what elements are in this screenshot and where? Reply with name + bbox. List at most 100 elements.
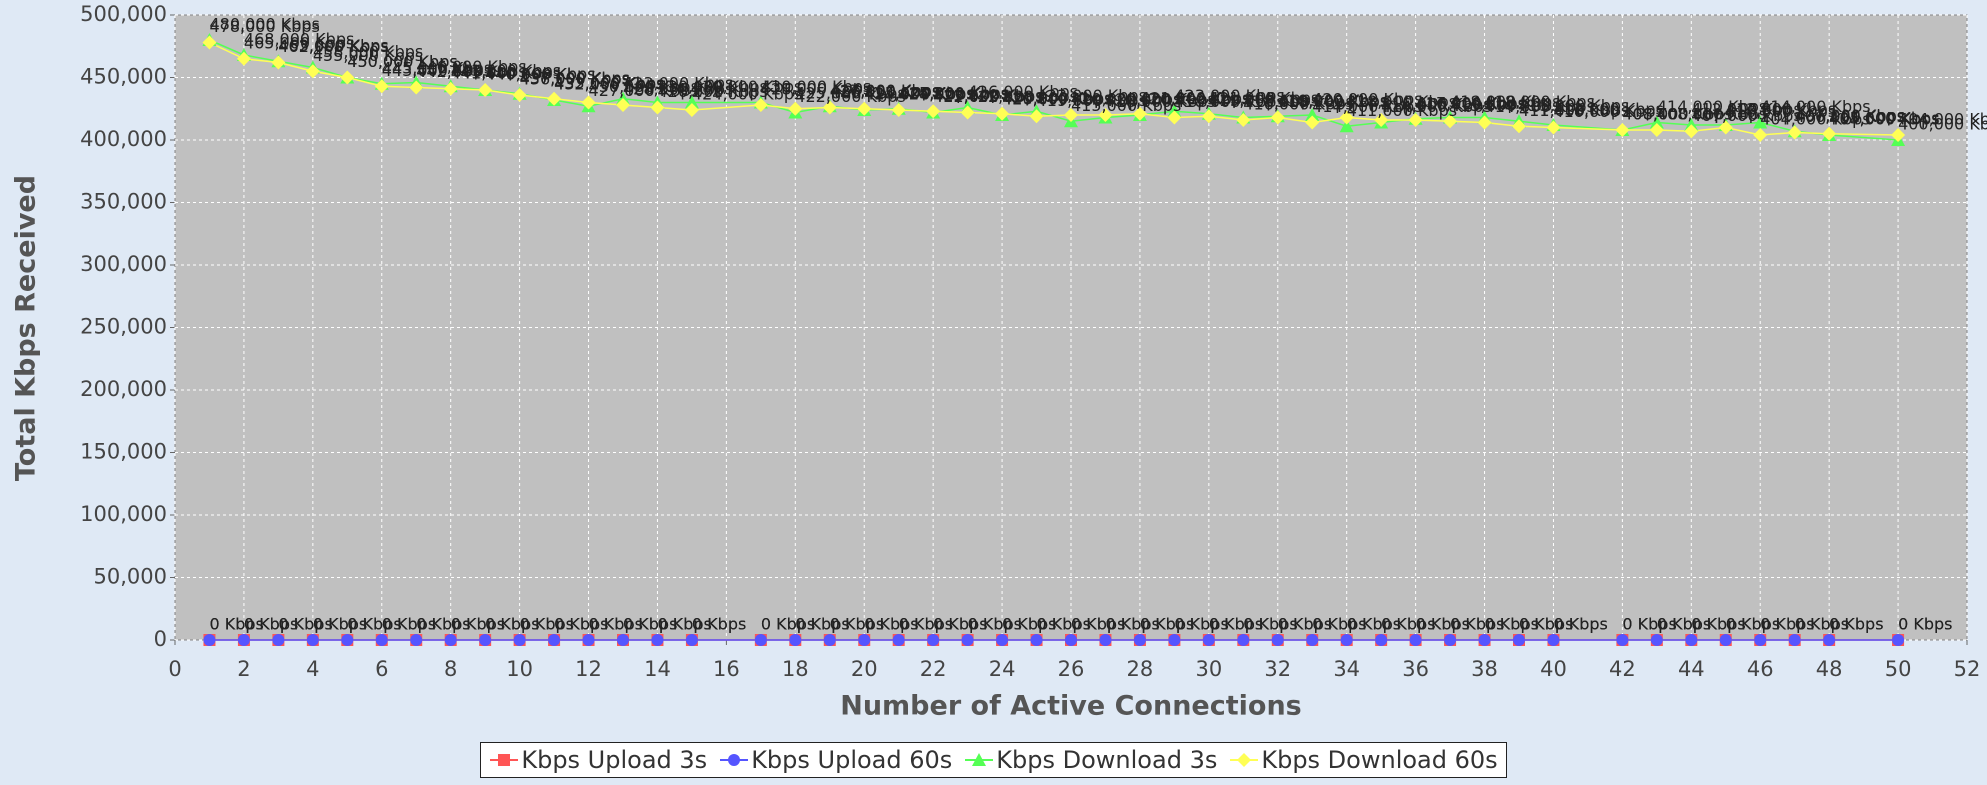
marker xyxy=(1512,119,1526,134)
marker xyxy=(1649,115,1664,129)
marker xyxy=(1823,634,1836,646)
marker xyxy=(789,634,802,646)
data-label: 0 Kbps xyxy=(1622,615,1676,634)
data-label: 430,000 Kbps xyxy=(692,77,802,96)
data-label: 0 Kbps xyxy=(968,615,1022,634)
x-tick-label: 0 xyxy=(168,657,181,681)
marker xyxy=(1684,124,1699,139)
data-label: 420,000 Kbps xyxy=(1071,90,1181,109)
data-label: 0 Kbps xyxy=(1898,615,1952,634)
x-tick-label: 22 xyxy=(920,657,947,681)
marker xyxy=(1443,114,1458,129)
marker xyxy=(1408,113,1423,127)
legend-item: Kbps Upload 3s xyxy=(489,746,707,774)
x-tick-label: 4 xyxy=(306,657,319,681)
marker xyxy=(1718,120,1733,135)
data-label: 433,000 Kbps xyxy=(623,73,733,92)
data-label: 412,000 Kbps xyxy=(1691,100,1801,119)
x-tick-label: 14 xyxy=(644,657,671,681)
data-label: 0 Kbps xyxy=(485,615,539,634)
data-label: 0 Kbps xyxy=(1657,615,1711,634)
data-label: 0 Kbps xyxy=(1829,615,1883,634)
marker xyxy=(1064,108,1078,122)
data-label: 0 Kbps xyxy=(692,615,746,634)
data-label: 0 Kbps xyxy=(278,615,332,634)
legend-box: Kbps Upload 3s Kbps Upload 60s Kbps Downlo… xyxy=(480,742,1507,778)
data-label: 0 Kbps xyxy=(1691,615,1745,634)
marker xyxy=(1271,634,1284,646)
data-label: 440,000 Kbps xyxy=(485,65,595,84)
y-tick-label: 500,000 xyxy=(80,2,167,26)
data-label: 414,000 Kbps xyxy=(1657,97,1767,116)
data-label: 426,000 Kbps xyxy=(657,82,767,101)
marker xyxy=(1547,634,1560,646)
data-label: 0 Kbps xyxy=(1622,615,1676,634)
legend-label: Kbps Download 60s xyxy=(1261,746,1498,774)
x-tick-label: 42 xyxy=(1609,657,1636,681)
data-label: 446,000 Kbps xyxy=(416,57,526,76)
data-label: 420,000 Kbps xyxy=(1002,90,1112,109)
y-tick-label: 150,000 xyxy=(80,440,167,464)
marker xyxy=(1030,634,1043,646)
chart: Number of Active Connections Total Kbps … xyxy=(11,2,1987,722)
marker xyxy=(1133,634,1146,646)
marker xyxy=(753,98,768,112)
marker xyxy=(685,634,698,646)
data-label: 0 Kbps xyxy=(864,615,918,634)
data-label: 0 Kbps xyxy=(1002,615,1056,634)
marker xyxy=(1787,125,1802,140)
marker xyxy=(581,95,596,110)
data-label: 421,000 Kbps xyxy=(1002,88,1112,107)
data-label: 419,000 Kbps xyxy=(1209,91,1319,110)
data-label: 0 Kbps xyxy=(1519,615,1573,634)
marker xyxy=(1270,110,1285,125)
legend-item: Kbps Download 60s xyxy=(1229,746,1498,774)
data-label: 0 Kbps xyxy=(1312,615,1366,634)
x-tick-label: 52 xyxy=(1954,657,1981,681)
marker xyxy=(444,634,457,646)
marker xyxy=(202,35,217,50)
data-label: 400,000 Kbps xyxy=(1898,115,1987,134)
legend-icon xyxy=(965,753,994,766)
marker xyxy=(728,754,741,766)
data-label: 0 Kbps xyxy=(1347,615,1401,634)
marker xyxy=(1788,634,1801,646)
y-tick-label: 350,000 xyxy=(80,190,167,214)
y-tick-label: 450,000 xyxy=(80,65,167,89)
data-label: 414,000 Kbps xyxy=(1312,97,1422,116)
x-tick-label: 2 xyxy=(237,657,250,681)
data-label: 418,000 Kbps xyxy=(1347,92,1457,111)
marker xyxy=(1237,753,1252,767)
data-label: 0 Kbps xyxy=(589,615,643,634)
data-label: 462,000 Kbps xyxy=(278,37,388,56)
legend-icon xyxy=(490,754,519,766)
data-label: 423,000 Kbps xyxy=(1174,86,1284,105)
y-tick-label: 50,000 xyxy=(94,565,167,589)
data-label: 0 Kbps xyxy=(1105,615,1159,634)
marker xyxy=(754,634,767,646)
data-label: 424,000 Kbps xyxy=(864,85,974,104)
data-label: 433,000 Kbps xyxy=(554,73,664,92)
data-label: 0 Kbps xyxy=(416,615,470,634)
y-tick-label: 200,000 xyxy=(80,377,167,401)
x-tick-label: 8 xyxy=(444,657,457,681)
data-label: 0 Kbps xyxy=(1105,615,1159,634)
marker xyxy=(1649,123,1664,137)
data-label: 0 Kbps xyxy=(554,615,608,634)
marker xyxy=(1375,634,1388,646)
marker xyxy=(1339,119,1354,133)
marker xyxy=(616,98,630,112)
data-label: 427,000 Kbps xyxy=(830,81,940,100)
legend-label: Kbps Download 3s xyxy=(996,746,1218,774)
marker xyxy=(498,754,511,766)
data-label: 0 Kbps xyxy=(761,615,815,634)
data-label: 0 Kbps xyxy=(1726,615,1780,634)
data-label: 0 Kbps xyxy=(1174,615,1228,634)
data-label: 420,000 Kbps xyxy=(1312,90,1422,109)
marker xyxy=(822,100,837,115)
x-tick-label: 6 xyxy=(375,657,388,681)
marker xyxy=(1098,108,1113,122)
marker xyxy=(926,104,941,119)
marker xyxy=(341,634,354,646)
data-label: 0 Kbps xyxy=(1037,615,1091,634)
